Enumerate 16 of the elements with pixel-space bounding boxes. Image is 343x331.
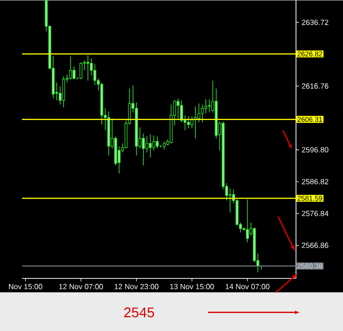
candlestick [86, 54, 90, 81]
candlestick [69, 56, 72, 80]
candlestick [156, 136, 159, 149]
candlestick [204, 98, 208, 114]
candlestick [62, 76, 66, 108]
candlestick [176, 98, 180, 119]
candlestick [200, 104, 204, 122]
candlestick [80, 62, 82, 80]
candlestick [246, 199, 249, 242]
candlestick [228, 188, 232, 212]
candlestick [148, 134, 152, 158]
candlestick [187, 116, 190, 129]
candlestick [152, 134, 156, 151]
candlestick [208, 98, 211, 113]
text: 2545 [124, 307, 154, 318]
candlestick [72, 66, 76, 80]
